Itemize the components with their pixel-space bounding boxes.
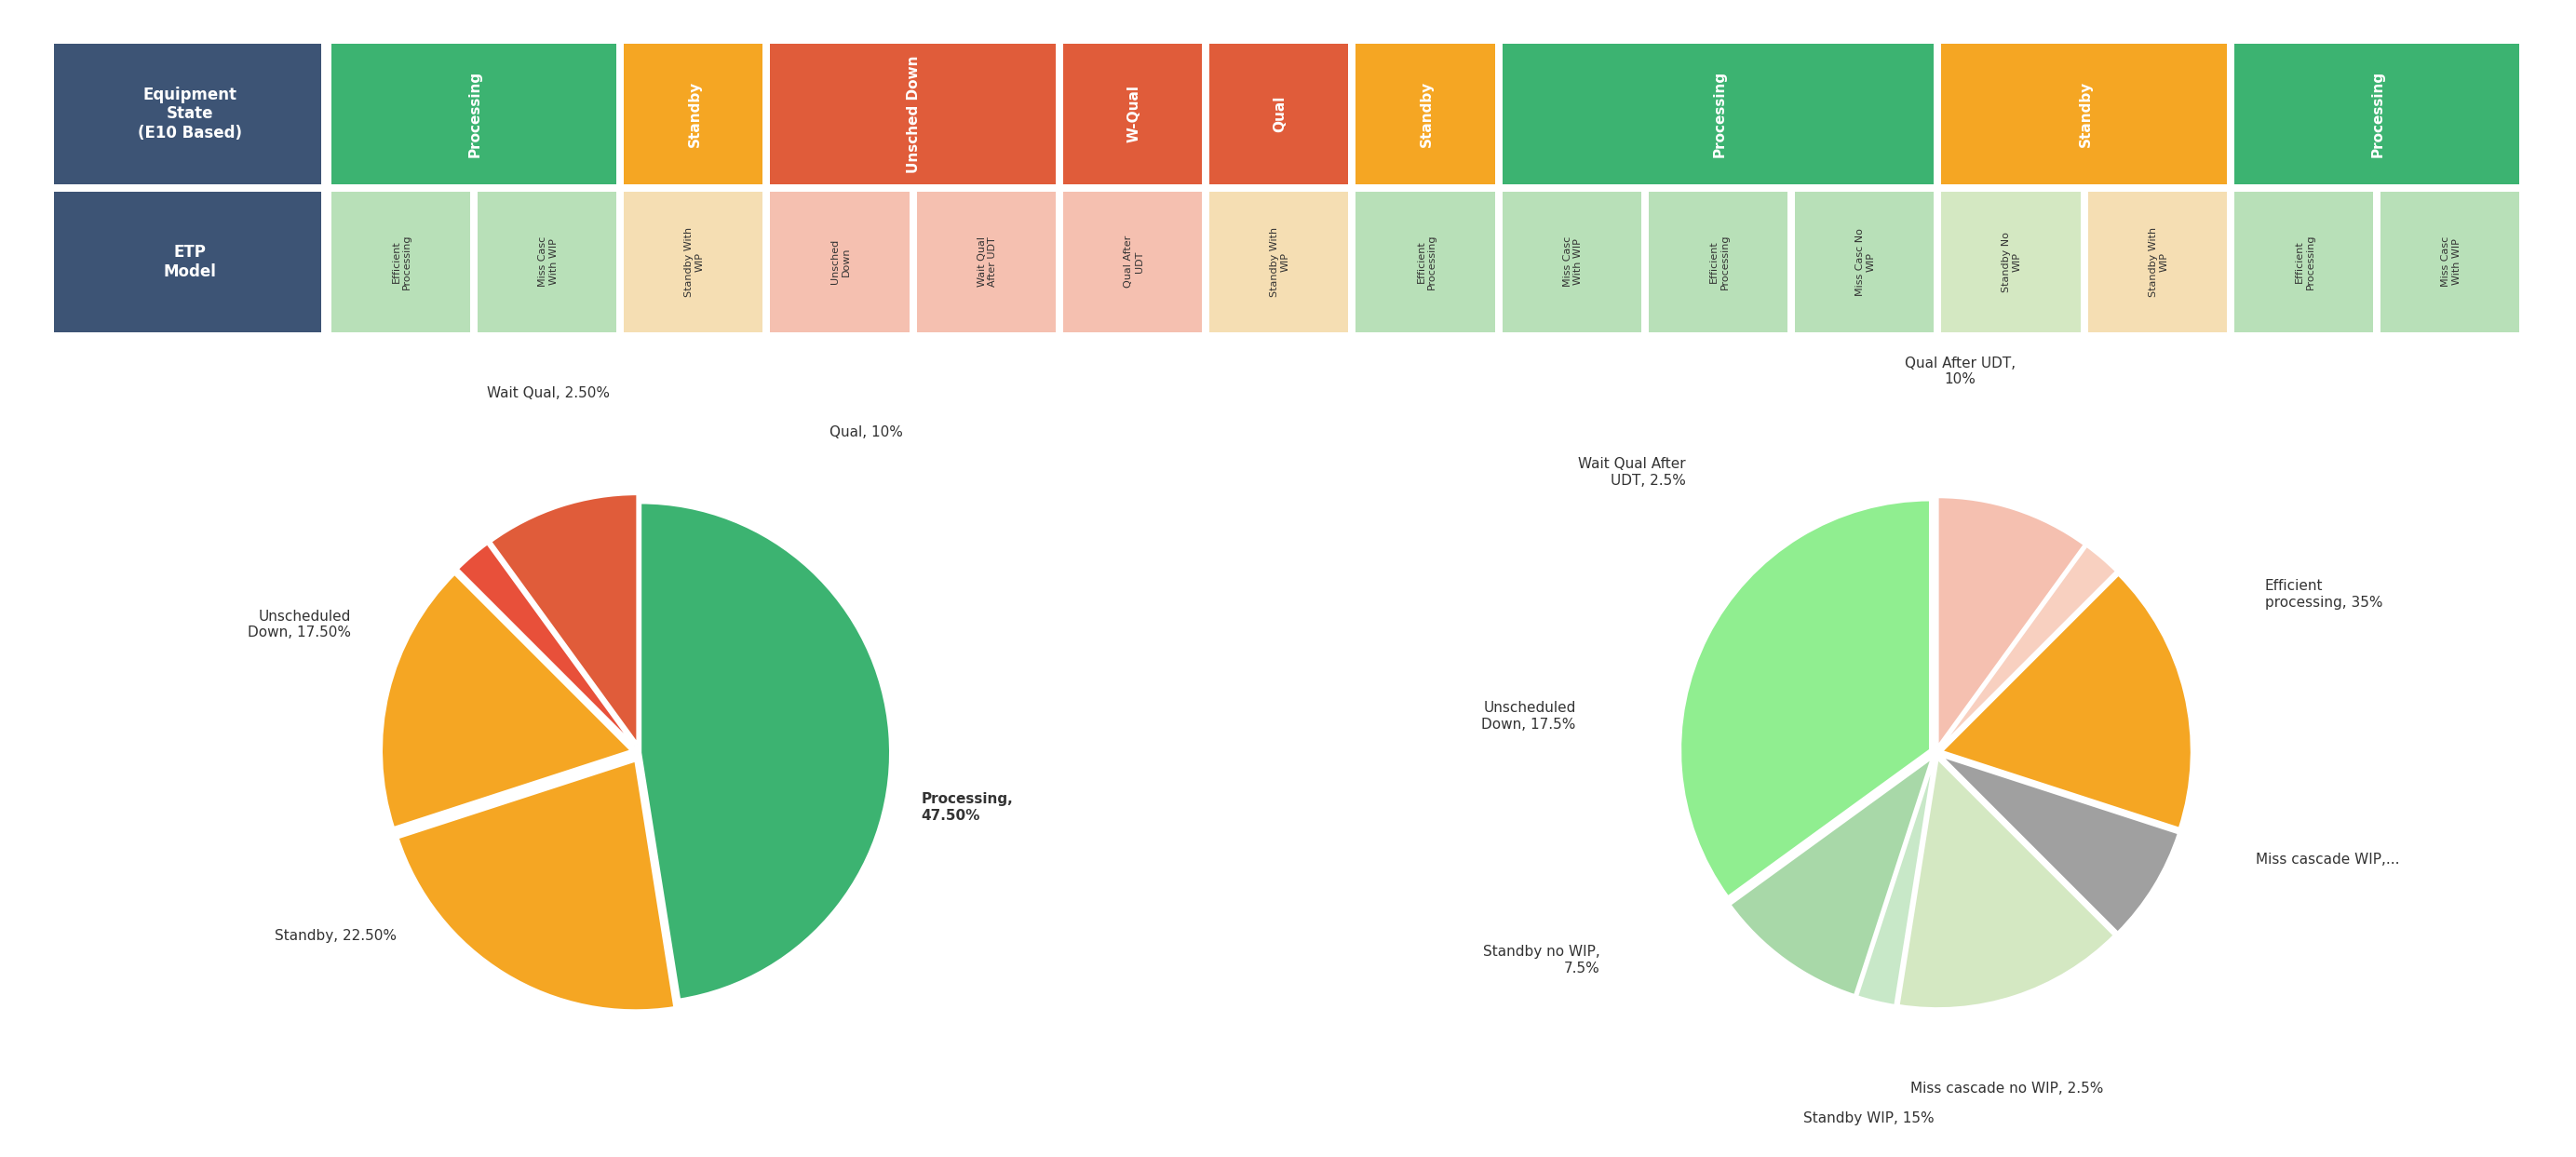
- Text: Miss Casc
With WIP: Miss Casc With WIP: [1564, 237, 1582, 287]
- Text: Standby: Standby: [1419, 81, 1432, 147]
- FancyBboxPatch shape: [2233, 192, 2372, 332]
- Text: Processing,
47.50%: Processing, 47.50%: [920, 793, 1012, 823]
- Wedge shape: [1940, 546, 2117, 749]
- Text: Miss Casc No
WIP: Miss Casc No WIP: [1855, 228, 1875, 296]
- FancyBboxPatch shape: [1649, 192, 1788, 332]
- Wedge shape: [1940, 756, 2179, 933]
- FancyBboxPatch shape: [330, 44, 616, 184]
- Text: Miss Casc
With WIP: Miss Casc With WIP: [2442, 237, 2460, 287]
- Text: Qual After UDT,
10%: Qual After UDT, 10%: [1904, 356, 2014, 386]
- Text: ETP
Model: ETP Model: [162, 244, 216, 280]
- FancyBboxPatch shape: [1355, 44, 1494, 184]
- FancyBboxPatch shape: [1942, 192, 2081, 332]
- FancyBboxPatch shape: [770, 192, 909, 332]
- Text: Wait Qual After
UDT, 2.5%: Wait Qual After UDT, 2.5%: [1579, 457, 1685, 487]
- Text: Qual: Qual: [1273, 96, 1288, 132]
- Text: Equipment
State
(E10 Based): Equipment State (E10 Based): [139, 87, 242, 141]
- FancyBboxPatch shape: [2087, 192, 2226, 332]
- FancyBboxPatch shape: [623, 44, 762, 184]
- Wedge shape: [489, 494, 636, 744]
- Text: Efficient
processing, 35%: Efficient processing, 35%: [2264, 580, 2383, 610]
- Wedge shape: [1899, 759, 2115, 1009]
- Text: Standby With
WIP: Standby With WIP: [2148, 227, 2169, 297]
- Wedge shape: [641, 503, 891, 1000]
- Text: Wait Qual
After UDT: Wait Qual After UDT: [976, 237, 997, 287]
- Text: Efficient
Processing: Efficient Processing: [392, 234, 412, 289]
- FancyBboxPatch shape: [2380, 192, 2519, 332]
- Text: Efficient
Processing: Efficient Processing: [1710, 234, 1728, 289]
- Text: Unsched Down: Unsched Down: [907, 56, 922, 172]
- Wedge shape: [381, 574, 631, 828]
- FancyBboxPatch shape: [1502, 44, 1935, 184]
- FancyBboxPatch shape: [1064, 192, 1203, 332]
- Text: Standby With
WIP: Standby With WIP: [685, 227, 706, 297]
- FancyBboxPatch shape: [54, 192, 322, 332]
- Text: Efficient
Processing: Efficient Processing: [2295, 234, 2316, 289]
- Text: Standby WIP, 15%: Standby WIP, 15%: [1803, 1112, 1935, 1126]
- Wedge shape: [1937, 496, 2084, 747]
- Text: Unscheduled
Down, 17.50%: Unscheduled Down, 17.50%: [247, 610, 350, 640]
- Text: Qual, 10%: Qual, 10%: [829, 426, 902, 440]
- Text: Efficient
Processing: Efficient Processing: [1417, 234, 1437, 289]
- Text: Standby With
WIP: Standby With WIP: [1270, 227, 1291, 297]
- Text: Standby: Standby: [2079, 81, 2092, 147]
- Text: Standby no WIP,
7.5%: Standby no WIP, 7.5%: [1484, 945, 1600, 975]
- Text: Miss cascade no WIP, 2.5%: Miss cascade no WIP, 2.5%: [1911, 1081, 2105, 1096]
- Wedge shape: [1942, 575, 2192, 828]
- Wedge shape: [1680, 500, 1929, 897]
- FancyBboxPatch shape: [330, 192, 469, 332]
- Text: Processing: Processing: [2370, 71, 2385, 157]
- Text: Unscheduled
Down, 17.5%: Unscheduled Down, 17.5%: [1481, 701, 1577, 731]
- Text: Processing: Processing: [469, 71, 482, 157]
- Text: Miss cascade WIP,...: Miss cascade WIP,...: [2257, 853, 2401, 867]
- Wedge shape: [1731, 758, 1932, 995]
- Text: Standby No
WIP: Standby No WIP: [2002, 231, 2022, 292]
- Text: Standby: Standby: [688, 81, 701, 147]
- FancyBboxPatch shape: [1355, 192, 1494, 332]
- FancyBboxPatch shape: [1502, 192, 1641, 332]
- FancyBboxPatch shape: [623, 192, 762, 332]
- FancyBboxPatch shape: [770, 44, 1056, 184]
- Wedge shape: [1857, 759, 1935, 1005]
- Text: Miss Casc
With WIP: Miss Casc With WIP: [538, 237, 559, 287]
- FancyBboxPatch shape: [1942, 44, 2226, 184]
- Wedge shape: [397, 760, 675, 1010]
- FancyBboxPatch shape: [2233, 44, 2519, 184]
- FancyBboxPatch shape: [1208, 192, 1347, 332]
- FancyBboxPatch shape: [917, 192, 1056, 332]
- Text: Wait Qual, 2.50%: Wait Qual, 2.50%: [487, 386, 611, 400]
- FancyBboxPatch shape: [1208, 44, 1347, 184]
- Text: W-Qual: W-Qual: [1126, 86, 1141, 142]
- Wedge shape: [459, 544, 634, 746]
- Text: Processing: Processing: [1713, 71, 1726, 157]
- Text: Qual After
UDT: Qual After UDT: [1123, 236, 1144, 288]
- FancyBboxPatch shape: [1064, 44, 1203, 184]
- FancyBboxPatch shape: [1795, 192, 1935, 332]
- FancyBboxPatch shape: [477, 192, 616, 332]
- Text: Standby, 22.50%: Standby, 22.50%: [276, 929, 397, 943]
- Text: Unsched
Down: Unsched Down: [832, 239, 850, 285]
- FancyBboxPatch shape: [54, 44, 322, 184]
